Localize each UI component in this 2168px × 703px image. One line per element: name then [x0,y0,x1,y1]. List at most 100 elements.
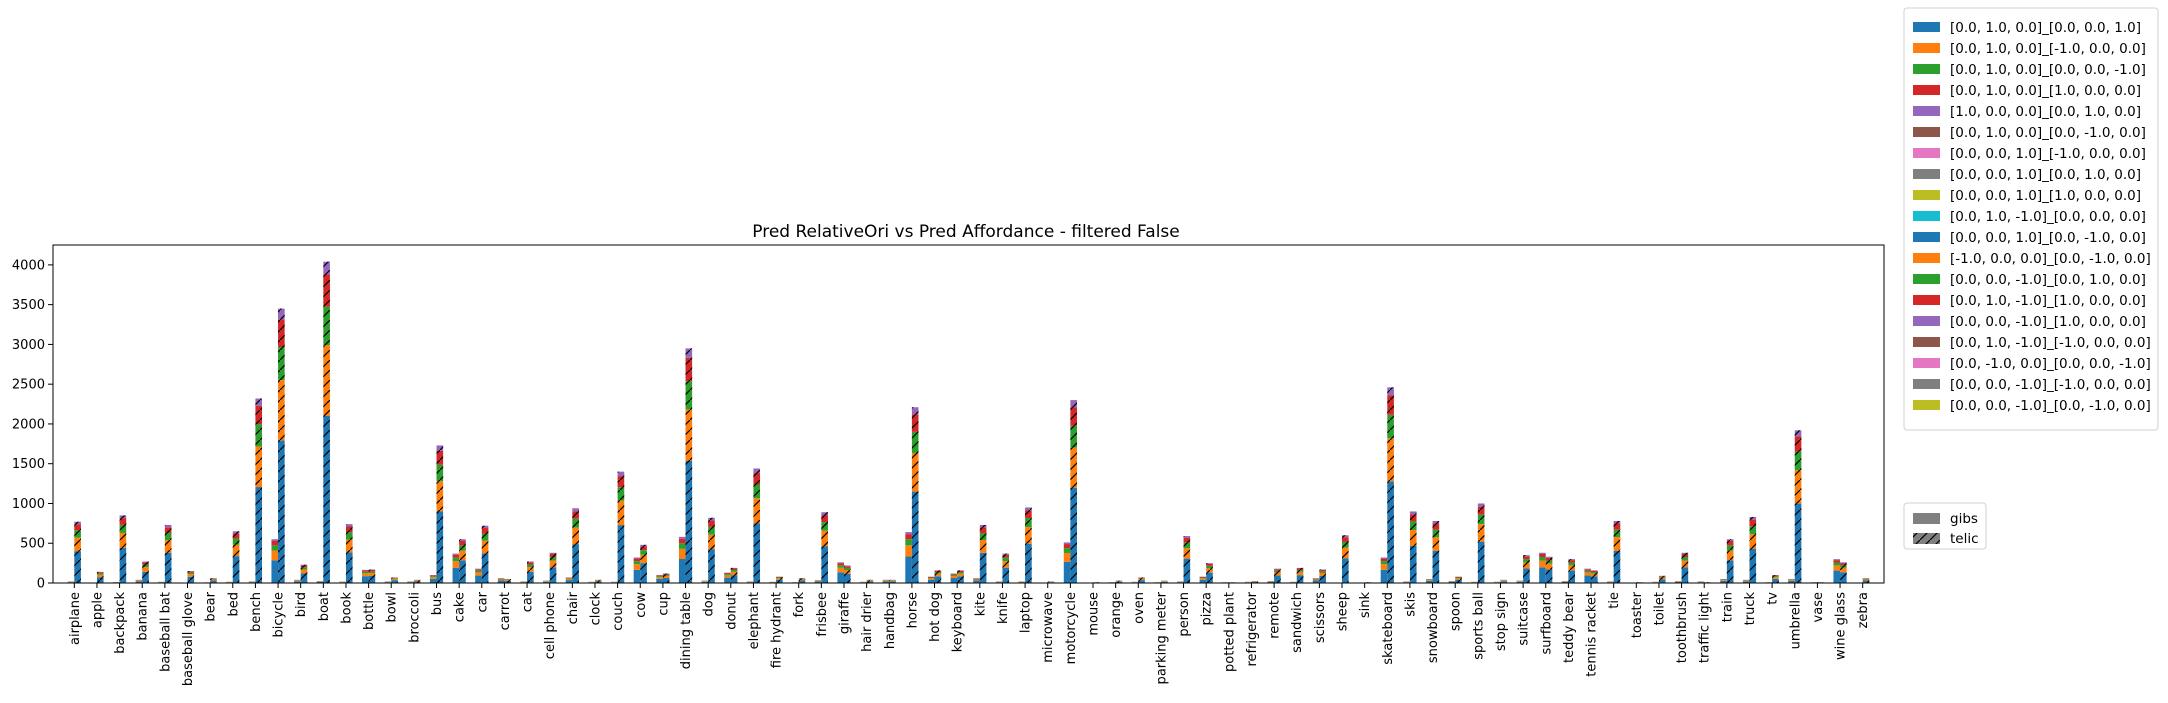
bar-hatch [708,520,715,527]
bar-hatch [1568,570,1575,583]
x-tick-label: couch [611,592,626,631]
bar-hatch [1545,557,1553,561]
bar-hatch [1409,511,1417,515]
gibs-stack [475,568,482,583]
x-tick-label: banana [136,592,151,641]
bar-segment [452,567,460,583]
bar-segment [1742,580,1750,582]
legend-entry: [-1.0, 0.0, 0.0]_[0.0, -1.0, 0.0] [1950,251,2151,267]
bar-hatch [730,575,738,583]
bar-hatch [979,540,987,553]
telic-stack [617,471,625,583]
bar-hatch [911,431,919,453]
telic-stack [1500,579,1508,583]
bar-hatch [1002,557,1010,562]
bar-hatch [300,567,308,570]
bar-hatch [1342,541,1349,548]
bar-hatch [459,539,466,542]
x-tick-label: wine glass [1834,592,1849,660]
telic-stack [232,531,240,583]
gibs-stack [1425,579,1433,583]
bar-segment [452,554,460,558]
bar-hatch [1206,568,1213,573]
bar-hatch [866,581,874,583]
bar-hatch [232,556,240,583]
bar-hatch [74,530,81,538]
x-tick-label: giraffe [837,592,852,634]
bar-hatch [753,523,761,583]
bar-segment [1584,575,1592,583]
bar-hatch [1568,560,1575,563]
bar-segment [1833,560,1841,563]
bar-hatch [323,415,330,583]
telic-stack [1070,400,1077,583]
bar-hatch [1840,563,1847,566]
bar-hatch [1591,570,1598,573]
telic-stack [1138,577,1145,583]
gibs-stack [316,581,324,583]
gibs-stack [882,579,890,583]
bar-hatch [979,527,987,534]
bar-segment [678,559,686,583]
bar-segment [362,571,369,574]
bar-hatch [708,549,715,583]
gibs-stack [543,580,550,583]
gibs-stack [362,569,369,583]
bar-hatch [1274,568,1281,570]
bar-hatch [798,579,806,581]
telic-stack [1568,559,1575,583]
bar-hatch [1002,567,1010,583]
bar-hatch [323,306,330,346]
bar-hatch [1726,560,1734,583]
bar-hatch [889,580,896,582]
bar-hatch [1545,560,1553,564]
bar-hatch [1591,573,1598,577]
telic-stack [889,579,896,583]
x-tick-label: chair [566,591,581,624]
bar-segment [1539,557,1546,561]
bar-segment [905,532,912,535]
bar-hatch [255,405,263,425]
hatch-legend: gibs telic [1903,502,1987,550]
bar-hatch [843,565,851,567]
bar-segment [950,575,958,579]
legend-entry: [0.0, 0.0, 1.0]_[0.0, 1.0, 0.0] [1950,167,2141,183]
x-tick-label: motorcycle [1064,592,1079,664]
bar-segment [950,574,958,576]
legend-swatch [1913,274,1940,284]
bar-hatch [549,553,557,558]
bar-segment [294,581,301,583]
bar-segment [1063,542,1071,545]
telic-stack [96,571,104,583]
x-tick-label: oven [1132,592,1147,624]
legend-swatch [1913,358,1940,368]
bar-hatch [1296,575,1304,583]
bar-segment [362,569,369,571]
legend-swatch [1913,148,1940,158]
bar-hatch [1658,579,1666,583]
bar-hatch [549,552,557,554]
bar-hatch [345,526,353,533]
bar-hatch [278,440,285,583]
bar-hatch [164,540,172,553]
bar-hatch [278,347,285,380]
bar-segment [724,575,731,578]
bar-hatch [1840,572,1847,583]
x-tick-label: pizza [1200,592,1215,625]
bar-hatch [1070,400,1077,408]
legend-box [1903,7,2159,431]
bar-hatch [436,481,444,512]
bar-segment [973,578,980,580]
gibs-stack [1448,581,1456,583]
bar-hatch [1115,581,1123,583]
x-tick-label: zebra [1856,592,1871,628]
bar-segment [927,578,935,580]
bar-hatch [368,569,376,571]
telic-stack [481,525,489,583]
bar-hatch [74,551,81,583]
telic-stack [1160,580,1168,583]
bar-segment [429,576,437,578]
bar-hatch [187,574,195,577]
bar-hatch [821,546,828,583]
bar-segment [316,581,324,583]
